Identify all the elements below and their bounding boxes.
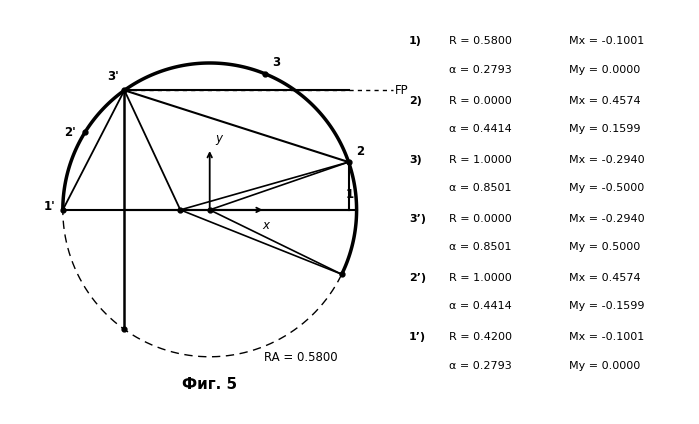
Text: R = 0.5800: R = 0.5800 [449,36,512,47]
Text: 1: 1 [345,189,354,201]
Text: 3': 3' [107,70,119,83]
Text: My = -0.5000: My = -0.5000 [570,183,644,193]
Text: α = 0.4414: α = 0.4414 [449,124,512,134]
Text: 2: 2 [356,145,364,158]
Text: 1): 1) [409,36,421,47]
Text: My = 0.0000: My = 0.0000 [570,65,641,75]
Text: y: y [215,132,222,145]
Text: Mx = -0.1001: Mx = -0.1001 [570,36,644,47]
Text: 2’): 2’) [409,273,426,283]
Text: R = 0.0000: R = 0.0000 [449,96,512,106]
Text: 1’): 1’) [409,332,426,342]
Text: Фиг. 5: Фиг. 5 [182,377,237,392]
Text: 3): 3) [409,155,421,165]
Text: x: x [262,219,269,232]
Text: 2': 2' [64,126,76,139]
Text: 1': 1' [44,201,55,213]
Text: α = 0.4414: α = 0.4414 [449,301,512,312]
Text: My = 0.0000: My = 0.0000 [570,360,641,371]
Text: R = 1.0000: R = 1.0000 [449,155,512,165]
Text: Mx = 0.4574: Mx = 0.4574 [570,96,641,106]
Text: R = 0.4200: R = 0.4200 [449,332,512,342]
Text: RA = 0.5800: RA = 0.5800 [264,351,338,364]
Text: α = 0.8501: α = 0.8501 [449,242,512,252]
Text: 2): 2) [409,96,421,106]
Text: Mx = -0.1001: Mx = -0.1001 [570,332,644,342]
Text: α = 0.8501: α = 0.8501 [449,183,512,193]
Text: Mx = -0.2940: Mx = -0.2940 [570,214,645,224]
Text: My = 0.5000: My = 0.5000 [570,242,641,252]
Text: FP: FP [395,84,408,97]
Text: Mx = -0.2940: Mx = -0.2940 [570,155,645,165]
Text: Mx = 0.4574: Mx = 0.4574 [570,273,641,283]
Text: R = 1.0000: R = 1.0000 [449,273,512,283]
Text: α = 0.2793: α = 0.2793 [449,360,512,371]
Text: My = -0.1599: My = -0.1599 [570,301,645,312]
Text: 3’): 3’) [409,214,426,224]
Text: My = 0.1599: My = 0.1599 [570,124,641,134]
Text: 3: 3 [272,56,280,69]
Text: α = 0.2793: α = 0.2793 [449,65,512,75]
Text: R = 0.0000: R = 0.0000 [449,214,512,224]
